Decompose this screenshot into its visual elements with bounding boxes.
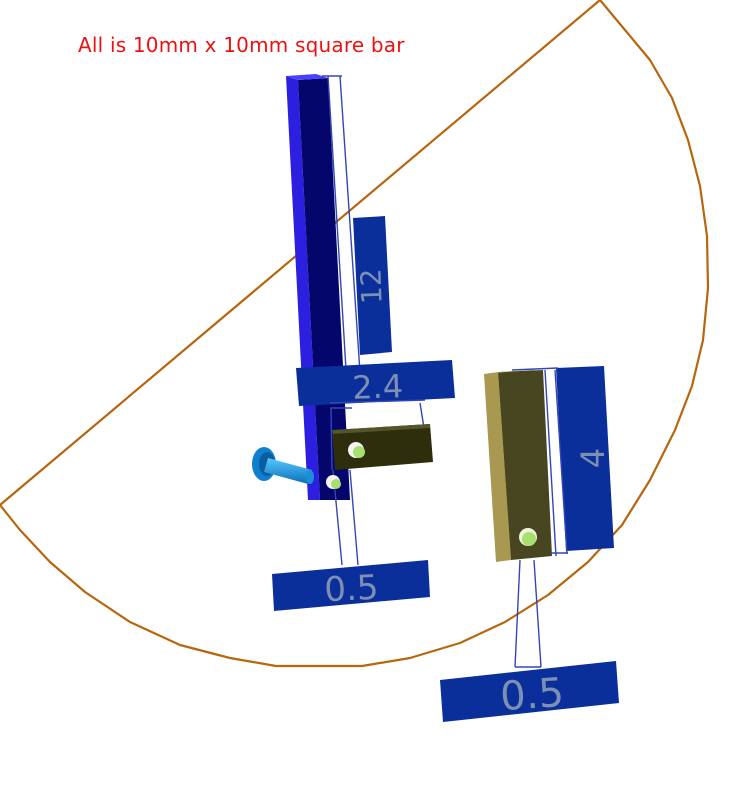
pivot-holes (326, 442, 365, 489)
right-bar (484, 370, 552, 562)
dimension-label-4: 4 (556, 366, 614, 551)
dimension-value-12: 12 (354, 268, 388, 305)
dimension-label-right-offset: 0.5 (440, 661, 619, 722)
dimension-label-left-offset: 0.5 (272, 560, 430, 611)
pivot-pin (252, 447, 314, 484)
dimension-value-left-offset: 0.5 (323, 568, 379, 611)
note-text: All is 10mm x 10mm square bar (78, 33, 405, 57)
dimension-value-right-offset: 0.5 (499, 670, 566, 720)
dimension-lines-12 (322, 75, 363, 403)
dimension-label-12: 12 (353, 216, 392, 355)
right-bar-hole (519, 528, 537, 546)
dimension-value-4: 4 (574, 448, 612, 468)
guide-circle (0, 0, 710, 668)
link-bar (332, 424, 433, 470)
dimension-label-2-4: 2.4 (296, 360, 455, 407)
dimension-lines-right (511, 367, 568, 668)
